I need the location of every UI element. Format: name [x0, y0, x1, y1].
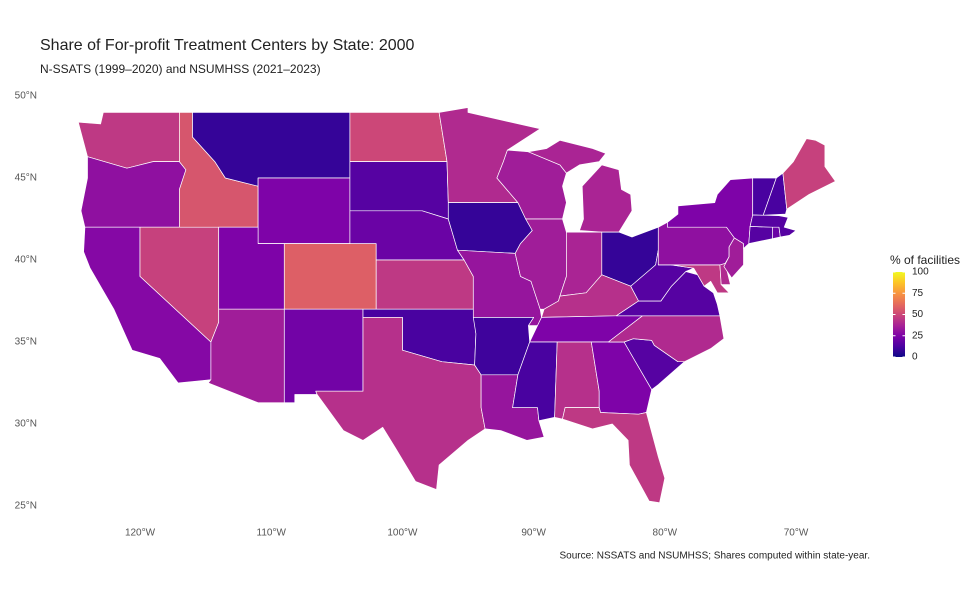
- y-tick-label: 35°N: [15, 337, 37, 348]
- state: [315, 317, 486, 490]
- state: [207, 308, 285, 404]
- state: [562, 407, 666, 504]
- x-tick-label: 120°W: [125, 528, 156, 539]
- y-tick-label: 45°N: [15, 173, 37, 184]
- legend-tick-label: 0: [912, 352, 918, 363]
- state: [657, 221, 735, 266]
- legend-title: % of facilities: [890, 253, 960, 267]
- legend-tick-label: 75: [912, 288, 924, 299]
- state: [80, 156, 187, 228]
- colorbar: [893, 272, 905, 357]
- states: [77, 107, 836, 504]
- state: [349, 112, 448, 162]
- state: [283, 308, 364, 404]
- x-tick-label: 80°W: [653, 528, 678, 539]
- x-tick-label: 90°W: [521, 528, 546, 539]
- state: [257, 177, 351, 244]
- legend-tick-label: 25: [912, 330, 924, 341]
- y-tick-label: 50°N: [15, 91, 37, 102]
- state: [349, 161, 449, 220]
- caption: Source: NSSATS and NSUMHSS; Shares compu…: [559, 551, 870, 562]
- state: [749, 214, 797, 238]
- chart-subtitle: N-SSATS (1999–2020) and NSUMHSS (2021–20…: [40, 62, 321, 76]
- legend-tick-label: 50: [912, 309, 924, 320]
- state: [748, 226, 773, 244]
- x-tick-label: 100°W: [387, 528, 418, 539]
- y-tick-label: 25°N: [15, 501, 37, 512]
- y-tick-label: 30°N: [15, 419, 37, 430]
- chart-title: Share of For-profit Treatment Centers by…: [40, 37, 415, 54]
- x-tick-label: 110°W: [257, 528, 287, 539]
- y-tick-label: 40°N: [15, 255, 37, 266]
- x-tick-label: 70°W: [784, 528, 809, 539]
- state: [375, 259, 474, 310]
- state: [283, 243, 377, 310]
- state: [782, 138, 836, 210]
- legend-tick-label: 100: [912, 267, 929, 278]
